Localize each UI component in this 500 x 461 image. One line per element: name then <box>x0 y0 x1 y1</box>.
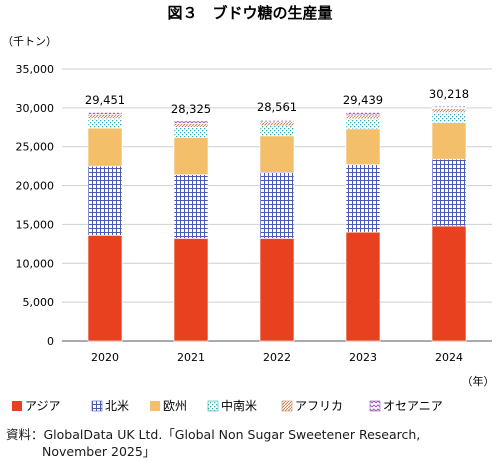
bar-segment <box>431 108 467 113</box>
bar-segment <box>173 126 209 138</box>
legend-swatch <box>207 400 219 412</box>
bar-segment <box>345 128 381 165</box>
bar-segment <box>87 127 123 167</box>
chart-title: 図３ ブドウ糖の生産量 <box>167 4 332 22</box>
bar-segment <box>345 114 381 120</box>
bar-segment <box>87 165 123 236</box>
x-tick-label: 2021 <box>177 351 205 364</box>
bar-segment <box>345 111 381 116</box>
total-label: 30,218 <box>429 87 469 101</box>
y-tick-label: 30,000 <box>16 102 55 115</box>
bar-segment <box>173 137 209 175</box>
bar-segment <box>87 235 123 342</box>
x-axis-unit-label: （年） <box>462 374 495 388</box>
legend-label: 北米 <box>105 399 129 413</box>
x-axis-ticks: 2020 2021 2022 2023 2024 <box>91 351 463 364</box>
legend-swatch <box>91 400 103 412</box>
bar-segment <box>87 118 123 129</box>
x-tick-label: 2024 <box>435 351 463 364</box>
bar-segment <box>431 158 467 227</box>
total-label: 28,561 <box>257 100 297 114</box>
x-tick-label: 2022 <box>263 351 291 364</box>
bar-segment <box>431 225 467 342</box>
legend-swatch <box>150 401 160 411</box>
legend-label: 中南米 <box>221 398 257 413</box>
bar-segment <box>173 120 209 124</box>
total-label: 29,451 <box>85 93 125 107</box>
legend-swatch <box>369 400 381 412</box>
bar-segment <box>259 238 295 342</box>
bar-segment <box>173 123 209 128</box>
total-labels: 29,451 28,325 28,561 29,439 30,218 <box>85 87 469 116</box>
legend-swatch <box>281 400 293 412</box>
y-tick-label: 0 <box>47 335 54 348</box>
bar-segment <box>87 111 123 115</box>
legend: アジア 北米 欧州 中南米 アフリカ オセアニア <box>12 398 443 413</box>
bar-segment <box>345 231 381 342</box>
legend-label: アフリカ <box>295 399 343 413</box>
legend-label: 欧州 <box>163 399 187 413</box>
legend-swatch <box>12 401 22 411</box>
y-tick-label: 15,000 <box>16 218 55 231</box>
legend-label: オセアニア <box>383 399 443 413</box>
bar-segment <box>431 105 467 109</box>
legend-label: アジア <box>25 399 61 413</box>
chart-svg: 図３ ブドウ糖の生産量 （千トン） （年） 0 5,000 10,000 15,000… <box>2 4 495 413</box>
x-tick-label: 2020 <box>91 351 119 364</box>
bar-segment <box>259 135 295 173</box>
bar-segment <box>87 114 123 119</box>
y-tick-label: 5,000 <box>23 296 55 309</box>
bar-segment <box>431 112 467 123</box>
bar-segment <box>345 118 381 130</box>
y-tick-label: 20,000 <box>16 180 55 193</box>
y-axis-ticks: 0 5,000 10,000 15,000 20,000 25,000 30,000 35,0… <box>16 63 55 348</box>
bar-segment <box>259 172 295 239</box>
total-label: 28,325 <box>171 102 211 116</box>
source-note: 資料：GlobalData UK Ltd.「Global Non Sugar S… <box>6 426 496 460</box>
bar-segment <box>259 125 295 137</box>
y-axis-unit-label: （千トン） <box>2 35 57 48</box>
bar-segment <box>345 164 381 233</box>
y-tick-label: 25,000 <box>16 141 55 154</box>
bar-segment <box>173 174 209 239</box>
y-tick-label: 10,000 <box>16 257 55 270</box>
bar-segment <box>173 238 209 342</box>
total-label: 29,439 <box>343 93 383 107</box>
bars <box>87 105 467 342</box>
source-line-1: 資料：GlobalData UK Ltd.「Global Non Sugar S… <box>6 427 421 442</box>
x-tick-label: 2023 <box>349 351 377 364</box>
source-line-2: November 2025」 <box>42 444 156 459</box>
bar-segment <box>259 121 295 127</box>
y-tick-label: 35,000 <box>16 63 55 76</box>
bar-segment <box>431 122 467 160</box>
bar-segment <box>259 118 295 123</box>
